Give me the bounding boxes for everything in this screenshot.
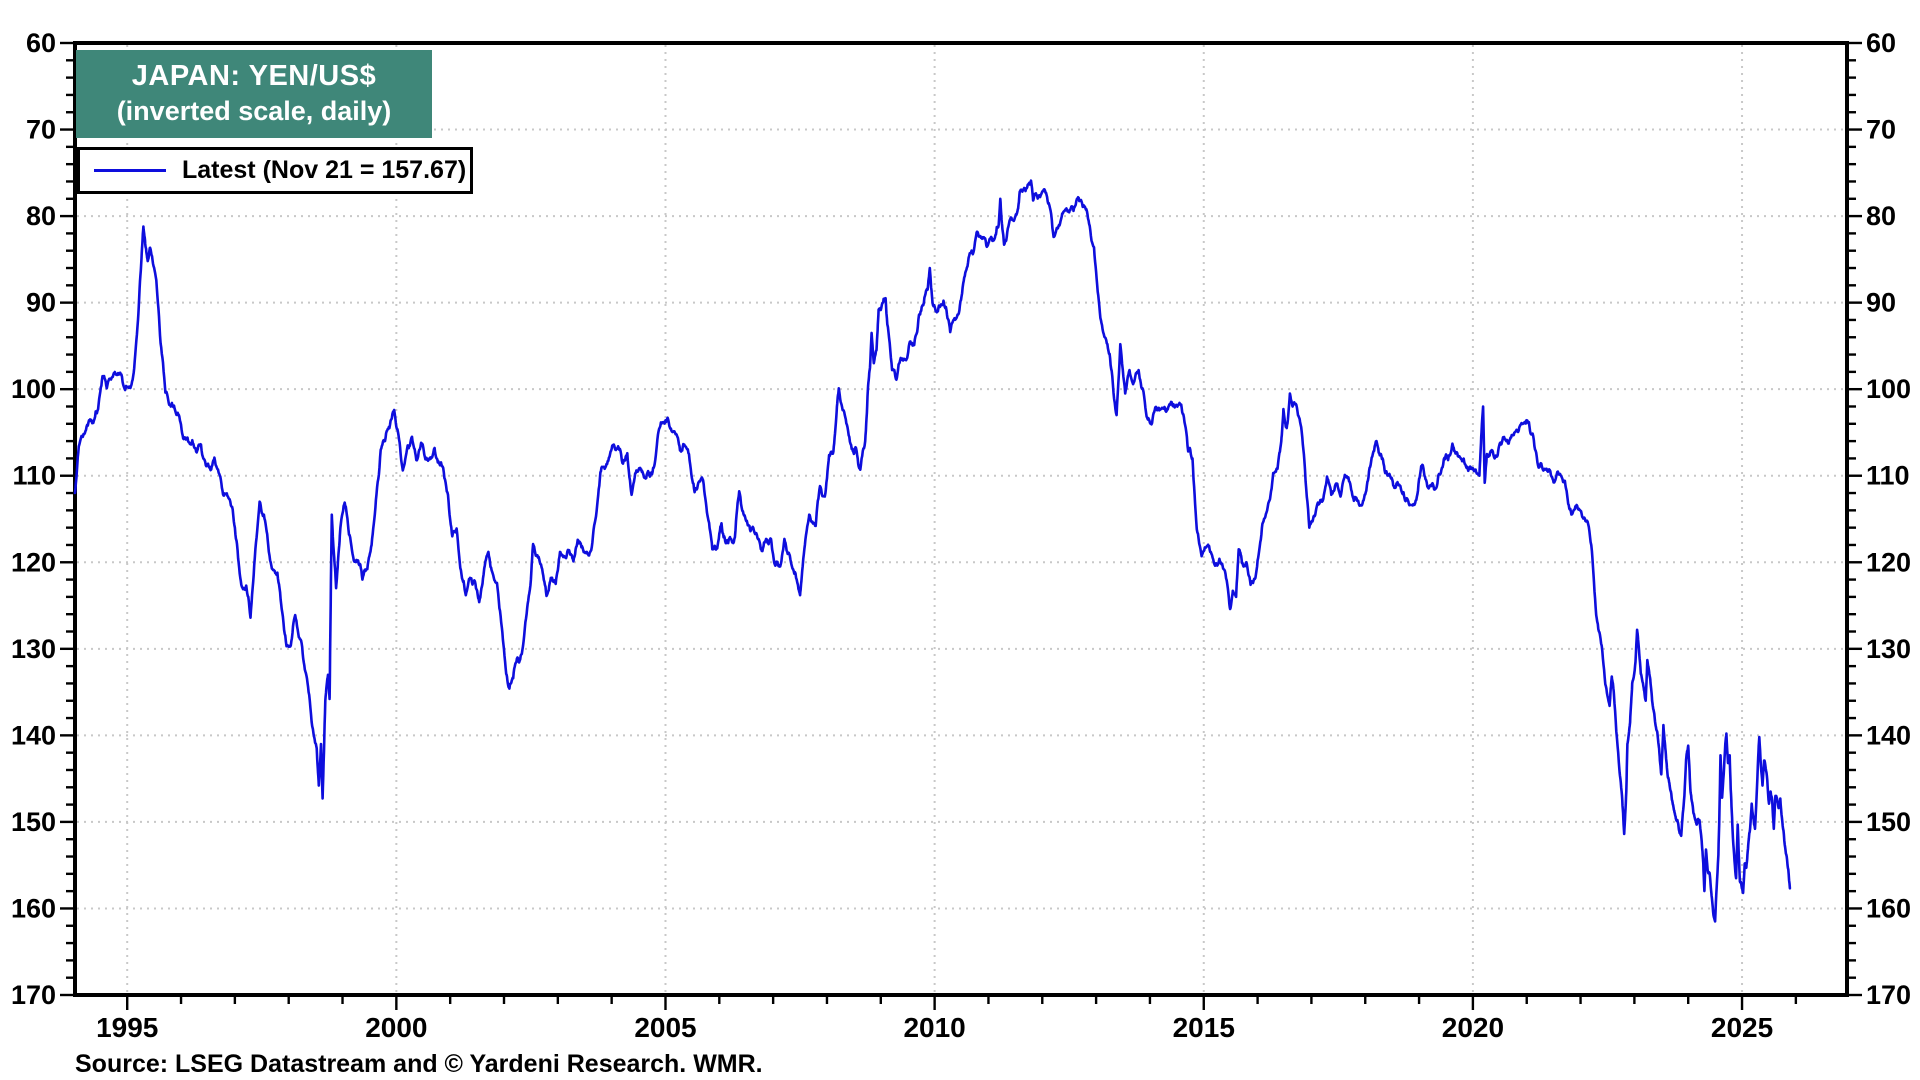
y-axis-label-left: 100 bbox=[11, 374, 56, 404]
plot-frame bbox=[73, 41, 1849, 997]
chart-title-box: JAPAN: YEN/US$ (inverted scale, daily) bbox=[76, 50, 432, 138]
x-axis-label: 2025 bbox=[1711, 1012, 1773, 1043]
x-axis-label: 2010 bbox=[903, 1012, 965, 1043]
y-axis-label-left: 160 bbox=[11, 893, 56, 923]
x-axis-label: 1995 bbox=[96, 1012, 158, 1043]
y-axis-label-right: 120 bbox=[1866, 547, 1911, 577]
y-axis-label-right: 60 bbox=[1866, 28, 1896, 58]
y-axis-label-right: 80 bbox=[1866, 201, 1896, 231]
legend: Latest (Nov 21 = 157.67) bbox=[77, 147, 473, 194]
x-axis-label: 2015 bbox=[1173, 1012, 1235, 1043]
y-axis-label-left: 90 bbox=[26, 288, 56, 318]
y-axis-label-left: 140 bbox=[11, 720, 56, 750]
y-axis-label-left: 70 bbox=[26, 115, 56, 145]
y-axis-label-left: 120 bbox=[11, 547, 56, 577]
y-axis-label-right: 110 bbox=[1866, 461, 1910, 491]
chart-subtitle: (inverted scale, daily) bbox=[116, 96, 392, 127]
y-axis-label-right: 140 bbox=[1866, 720, 1911, 750]
x-axis-label: 2005 bbox=[634, 1012, 696, 1043]
y-axis-label-left: 150 bbox=[11, 807, 56, 837]
y-axis-label-left: 60 bbox=[26, 28, 56, 58]
y-axis-label-right: 90 bbox=[1866, 288, 1896, 318]
x-axis-label: 2020 bbox=[1442, 1012, 1504, 1043]
x-axis-label: 2000 bbox=[365, 1012, 427, 1043]
y-axis-label-right: 170 bbox=[1866, 980, 1911, 1010]
legend-line-swatch-icon bbox=[94, 169, 166, 172]
y-axis-label-right: 70 bbox=[1866, 115, 1896, 145]
source-note: Source: LSEG Datastream and © Yardeni Re… bbox=[75, 1050, 763, 1078]
y-axis-label-right: 160 bbox=[1866, 893, 1911, 923]
legend-label: Latest (Nov 21 = 157.67) bbox=[182, 156, 467, 184]
y-axis-label-left: 170 bbox=[11, 980, 56, 1010]
y-axis-label-right: 150 bbox=[1866, 807, 1911, 837]
chart-title: JAPAN: YEN/US$ bbox=[131, 60, 377, 93]
y-axis-label-right: 100 bbox=[1866, 374, 1911, 404]
data-line-latest bbox=[73, 179, 1792, 923]
y-axis-label-left: 110 bbox=[12, 461, 56, 491]
y-axis-label-left: 130 bbox=[11, 634, 56, 664]
y-axis-label-left: 80 bbox=[26, 201, 56, 231]
y-axis-label-right: 130 bbox=[1866, 634, 1911, 664]
